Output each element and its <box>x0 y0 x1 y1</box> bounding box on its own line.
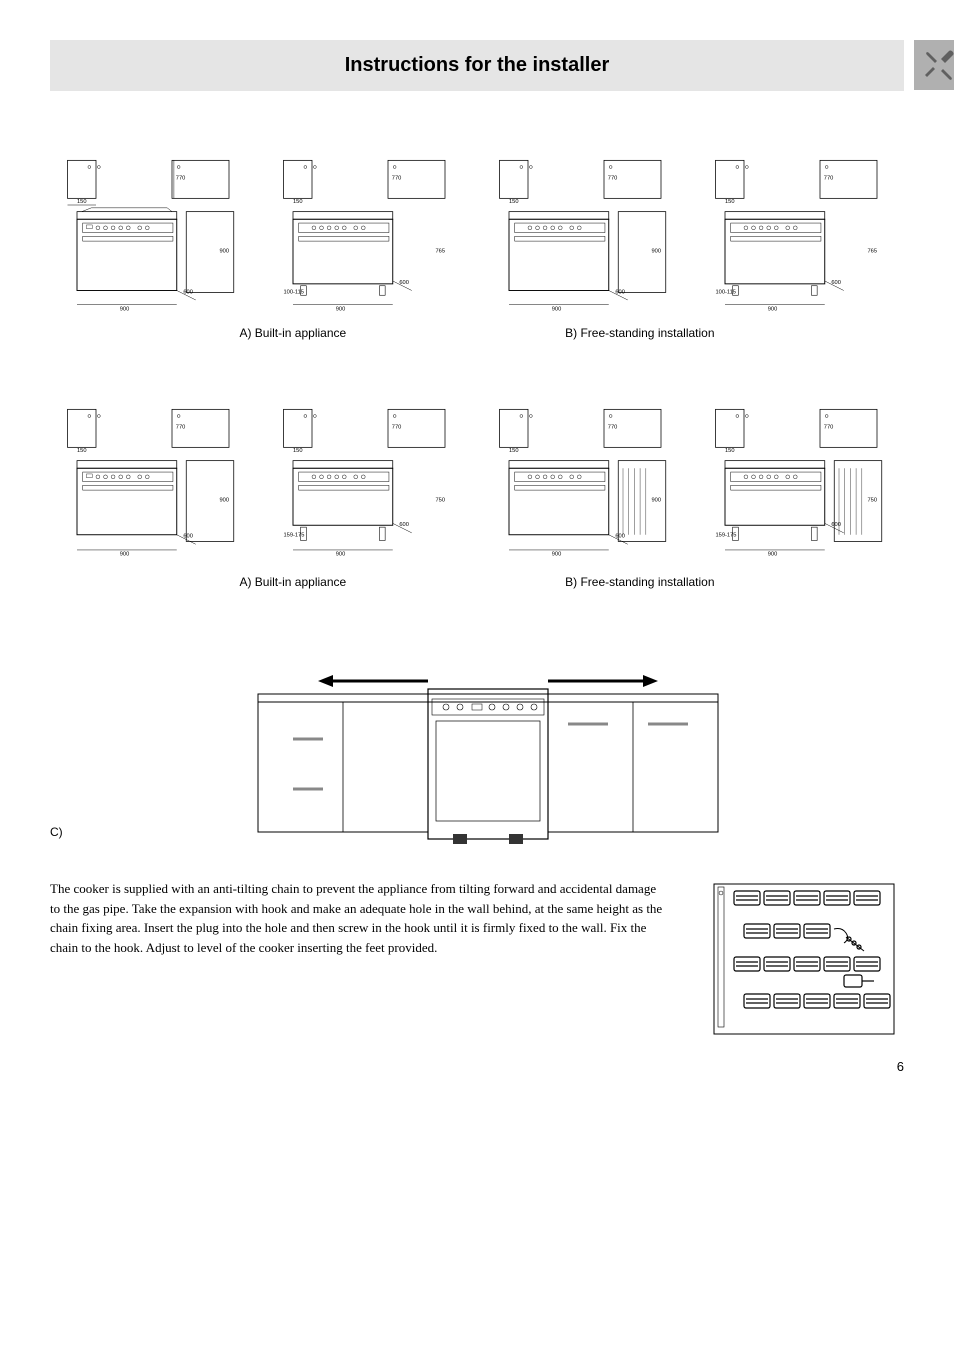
page-number: 6 <box>50 1059 904 1074</box>
svg-text:100-115: 100-115 <box>716 289 736 295</box>
label-c: C) <box>50 825 63 839</box>
svg-text:150: 150 <box>293 199 303 205</box>
section-c: C) <box>50 629 904 849</box>
svg-text:900: 900 <box>768 552 778 558</box>
body-paragraph: The cooker is supplied with an anti-tilt… <box>50 879 664 1039</box>
svg-text:159-175: 159-175 <box>716 533 737 539</box>
svg-text:150: 150 <box>725 199 735 205</box>
svg-text:900: 900 <box>220 249 230 255</box>
kitchen-layout-diagram <box>248 669 728 849</box>
wall-brick-diagram <box>704 879 904 1039</box>
svg-text:900: 900 <box>552 306 562 312</box>
label-2b: B) Free-standing installation <box>565 575 714 589</box>
wrench-screwdriver-icon <box>921 47 954 83</box>
svg-text:770: 770 <box>392 175 402 181</box>
svg-text:900: 900 <box>768 306 778 312</box>
label-2a: A) Built-in appliance <box>239 575 346 589</box>
svg-text:600: 600 <box>831 522 841 528</box>
diagram-2b-right: 150 770 159-175 750 600 <box>698 400 904 565</box>
diagram-2a-right: 150 770 159-175 750 600 900 <box>266 400 472 565</box>
diagram-2a-left: 150 770 900 600 900 <box>50 400 256 565</box>
diagram-2b-left: 150 770 900 600 900 <box>482 400 688 565</box>
svg-text:600: 600 <box>615 289 625 295</box>
diagram-1a-left: 150 770 900 600 <box>50 151 256 316</box>
page-header: Instructions for the installer <box>50 40 904 91</box>
svg-text:150: 150 <box>77 199 87 205</box>
svg-text:900: 900 <box>652 249 662 255</box>
svg-text:600: 600 <box>183 534 193 540</box>
row2-labels: A) Built-in appliance B) Free-standing i… <box>50 575 904 589</box>
svg-text:159-175: 159-175 <box>284 533 305 539</box>
diagram-row-1: 150 770 900 600 <box>50 151 904 316</box>
svg-text:770: 770 <box>824 175 834 181</box>
svg-text:150: 150 <box>509 448 519 454</box>
diagram-1a-right: 150 770 100-115 765 600 900 <box>266 151 472 316</box>
svg-text:770: 770 <box>176 424 186 430</box>
svg-text:765: 765 <box>868 249 878 255</box>
diagram-row-2: 150 770 900 600 900 <box>50 400 904 565</box>
svg-text:600: 600 <box>615 534 625 540</box>
svg-text:150: 150 <box>77 448 87 454</box>
page-title: Instructions for the installer <box>345 54 609 77</box>
svg-text:600: 600 <box>399 522 409 528</box>
svg-text:900: 900 <box>336 552 346 558</box>
svg-text:150: 150 <box>725 448 735 454</box>
svg-text:100-115: 100-115 <box>284 289 304 295</box>
label-1b: B) Free-standing installation <box>565 326 714 340</box>
svg-text:750: 750 <box>868 498 878 504</box>
diagram-1b-left: 150 770 900 600 900 <box>482 151 688 316</box>
label-1a: A) Built-in appliance <box>239 326 346 340</box>
svg-text:770: 770 <box>608 424 618 430</box>
installer-icon-box <box>914 40 954 90</box>
svg-text:900: 900 <box>120 552 130 558</box>
svg-text:770: 770 <box>824 424 834 430</box>
svg-text:150: 150 <box>509 199 519 205</box>
svg-text:765: 765 <box>436 249 446 255</box>
svg-text:900: 900 <box>552 552 562 558</box>
svg-text:600: 600 <box>399 280 409 286</box>
diagram-1b-right: 150 770 100-115 765 600 900 <box>698 151 904 316</box>
svg-text:770: 770 <box>608 175 618 181</box>
svg-text:150: 150 <box>293 448 303 454</box>
svg-text:900: 900 <box>336 306 346 312</box>
svg-text:600: 600 <box>831 280 841 286</box>
svg-text:750: 750 <box>436 498 446 504</box>
row1-labels: A) Built-in appliance B) Free-standing i… <box>50 326 904 340</box>
svg-text:900: 900 <box>652 498 662 504</box>
svg-text:900: 900 <box>220 498 230 504</box>
svg-text:770: 770 <box>176 175 186 181</box>
svg-text:900: 900 <box>120 306 130 312</box>
svg-text:770: 770 <box>392 424 402 430</box>
body-section: The cooker is supplied with an anti-tilt… <box>50 879 904 1039</box>
svg-text:600: 600 <box>183 289 193 295</box>
